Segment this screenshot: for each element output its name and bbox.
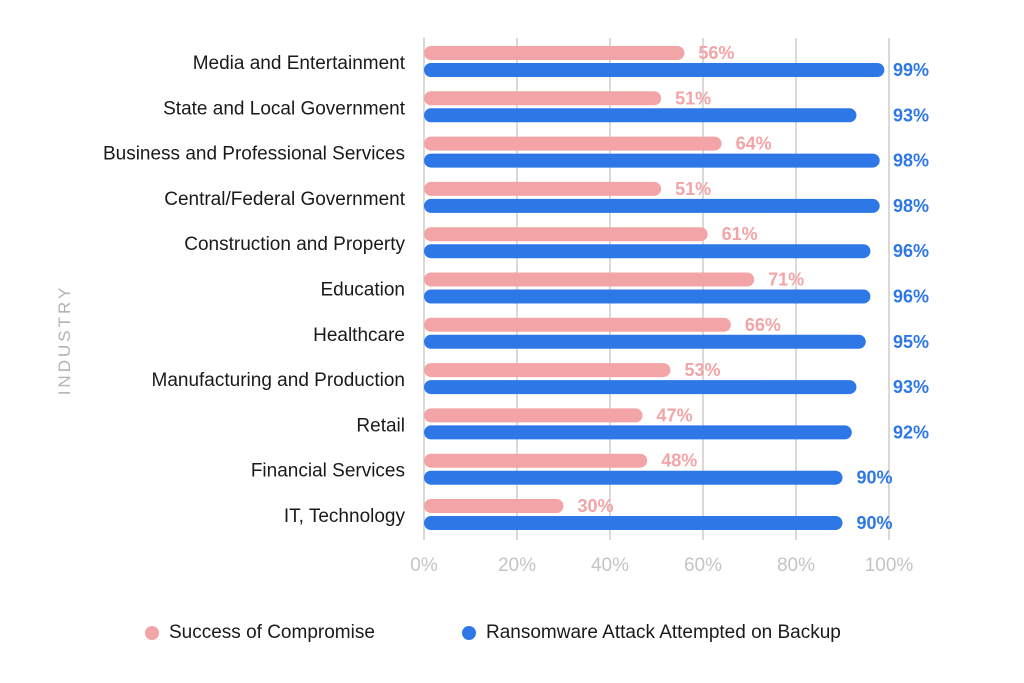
x-tick-label: 40% bbox=[591, 555, 629, 576]
bar-success-of-compromise bbox=[424, 499, 564, 513]
category-label: Financial Services bbox=[251, 461, 405, 482]
x-tick-label: 20% bbox=[498, 555, 536, 576]
bar-success-of-compromise bbox=[424, 136, 722, 151]
category-label: Central/Federal Government bbox=[164, 189, 405, 210]
y-axis-label: INDUSTRY bbox=[55, 285, 74, 396]
data-label: 56% bbox=[698, 43, 734, 63]
data-label: 51% bbox=[675, 179, 711, 199]
bar-ransomware-attack bbox=[424, 63, 885, 77]
bar-ransomware-attack bbox=[424, 244, 871, 259]
bar-ransomware-attack bbox=[424, 470, 843, 485]
x-tick-label: 60% bbox=[684, 555, 722, 576]
legend-item-ransomware-attack: Ransomware Attack Attempted on Backup bbox=[462, 622, 841, 644]
legend-swatch-blue bbox=[462, 626, 476, 640]
bar-success-of-compromise bbox=[424, 408, 643, 423]
bar-ransomware-attack bbox=[424, 380, 857, 395]
category-label: Retail bbox=[356, 415, 405, 436]
data-label: 90% bbox=[857, 513, 893, 533]
bar-ransomware-attack bbox=[424, 153, 880, 168]
bar-success-of-compromise bbox=[424, 317, 731, 332]
category-label: Education bbox=[320, 280, 405, 301]
category-label: Manufacturing and Production bbox=[152, 370, 406, 391]
category-label: State and Local Government bbox=[163, 98, 406, 119]
bar-ransomware-attack bbox=[424, 289, 871, 304]
data-label: 71% bbox=[768, 270, 804, 290]
data-label: 98% bbox=[893, 196, 929, 216]
bar-ransomware-attack bbox=[424, 334, 866, 349]
legend-item-success-of-compromise: Success of Compromise bbox=[145, 622, 375, 644]
data-label: 47% bbox=[657, 405, 693, 425]
data-label: 90% bbox=[857, 468, 893, 488]
data-label: 61% bbox=[722, 224, 758, 244]
bar-success-of-compromise bbox=[424, 227, 708, 242]
bars: 56% 99% 51% 93% 64% 98% 51% 98% 61% 96% 71% 96% 66% 9… bbox=[424, 43, 929, 533]
bar-ransomware-attack bbox=[424, 425, 852, 440]
category-labels: Media and Entertainment State and Local G… bbox=[103, 53, 406, 527]
category-label: Business and Professional Services bbox=[103, 144, 405, 165]
bar-success-of-compromise bbox=[424, 363, 671, 378]
data-label: 93% bbox=[893, 377, 929, 397]
category-label: IT, Technology bbox=[284, 506, 406, 527]
data-label: 51% bbox=[675, 88, 711, 108]
data-label: 66% bbox=[745, 315, 781, 335]
bar-ransomware-attack bbox=[424, 516, 843, 530]
data-label: 95% bbox=[893, 332, 929, 352]
legend-label: Success of Compromise bbox=[169, 622, 375, 643]
x-tick-label: 80% bbox=[777, 555, 815, 576]
bar-success-of-compromise bbox=[424, 453, 648, 468]
category-label: Healthcare bbox=[313, 325, 405, 346]
data-label: 53% bbox=[684, 360, 720, 380]
legend: Success of Compromise Ransomware Attack … bbox=[0, 622, 1024, 652]
bar-success-of-compromise bbox=[424, 181, 662, 196]
data-label: 64% bbox=[736, 134, 772, 154]
legend-swatch-pink bbox=[145, 626, 159, 640]
x-tick-label: 100% bbox=[865, 555, 914, 576]
bar-ransomware-attack bbox=[424, 108, 857, 123]
category-label: Media and Entertainment bbox=[193, 53, 406, 74]
data-label: 96% bbox=[893, 287, 929, 307]
category-label: Construction and Property bbox=[184, 234, 405, 255]
data-label: 98% bbox=[893, 151, 929, 171]
bar-ransomware-attack bbox=[424, 198, 880, 213]
data-label: 30% bbox=[578, 496, 614, 516]
data-label: 96% bbox=[893, 241, 929, 261]
data-label: 93% bbox=[893, 105, 929, 125]
x-tick-label: 0% bbox=[410, 555, 438, 576]
data-label: 99% bbox=[893, 60, 929, 80]
bar-success-of-compromise bbox=[424, 272, 755, 287]
data-label: 48% bbox=[661, 451, 697, 471]
bar-success-of-compromise bbox=[424, 46, 685, 60]
bar-success-of-compromise bbox=[424, 91, 662, 106]
legend-label: Ransomware Attack Attempted on Backup bbox=[486, 622, 841, 643]
data-label: 92% bbox=[893, 422, 929, 442]
x-tick-labels: 0% 20% 40% 60% 80% 100% bbox=[410, 555, 913, 576]
